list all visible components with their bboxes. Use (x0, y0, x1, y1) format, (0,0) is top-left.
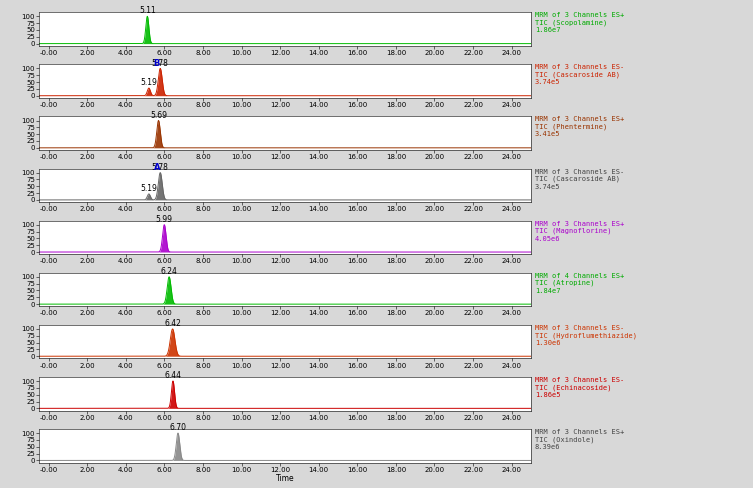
Text: MRM of 3 Channels ES+
TIC (Scopolamine)
1.86e7: MRM of 3 Channels ES+ TIC (Scopolamine) … (535, 12, 624, 33)
Text: 5.99: 5.99 (156, 215, 172, 224)
Text: B: B (154, 59, 160, 68)
Text: A: A (154, 163, 160, 172)
Text: MRM of 3 Channels ES+
TIC (Phentermine)
3.41e5: MRM of 3 Channels ES+ TIC (Phentermine) … (535, 117, 624, 138)
Text: 5.11: 5.11 (139, 6, 156, 16)
X-axis label: Time: Time (276, 474, 294, 483)
Text: 5.69: 5.69 (150, 111, 167, 120)
Text: 6.42: 6.42 (164, 319, 181, 328)
Text: 5.19: 5.19 (141, 184, 157, 193)
Text: MRM of 3 Channels ES+
TIC (Oxindole)
8.39e6: MRM of 3 Channels ES+ TIC (Oxindole) 8.3… (535, 429, 624, 450)
Text: MRM of 3 Channels ES-
TIC (Cascaroside AB)
3.74e5: MRM of 3 Channels ES- TIC (Cascaroside A… (535, 168, 624, 189)
Text: MRM of 3 Channels ES-
TIC (Hydroflumethiazide)
1.30e6: MRM of 3 Channels ES- TIC (Hydroflumethi… (535, 325, 637, 346)
Text: 5.19: 5.19 (141, 78, 157, 87)
Text: 6.24: 6.24 (160, 267, 178, 276)
Text: MRM of 4 Channels ES+
TIC (Atropine)
1.84e7: MRM of 4 Channels ES+ TIC (Atropine) 1.8… (535, 273, 624, 294)
Text: 5.78: 5.78 (152, 59, 169, 67)
Text: MRM of 3 Channels ES+
TIC (Magnoflorine)
4.05e6: MRM of 3 Channels ES+ TIC (Magnoflorine)… (535, 221, 624, 242)
Text: 5.78: 5.78 (152, 163, 169, 172)
Text: MRM of 3 Channels ES-
TIC (Cascaroside AB)
3.74e5: MRM of 3 Channels ES- TIC (Cascaroside A… (535, 64, 624, 85)
Text: MRM of 3 Channels ES-
TIC (Echinacoside)
1.86e5: MRM of 3 Channels ES- TIC (Echinacoside)… (535, 377, 624, 398)
Text: 6.44: 6.44 (164, 371, 181, 380)
Text: 6.70: 6.70 (169, 423, 187, 432)
